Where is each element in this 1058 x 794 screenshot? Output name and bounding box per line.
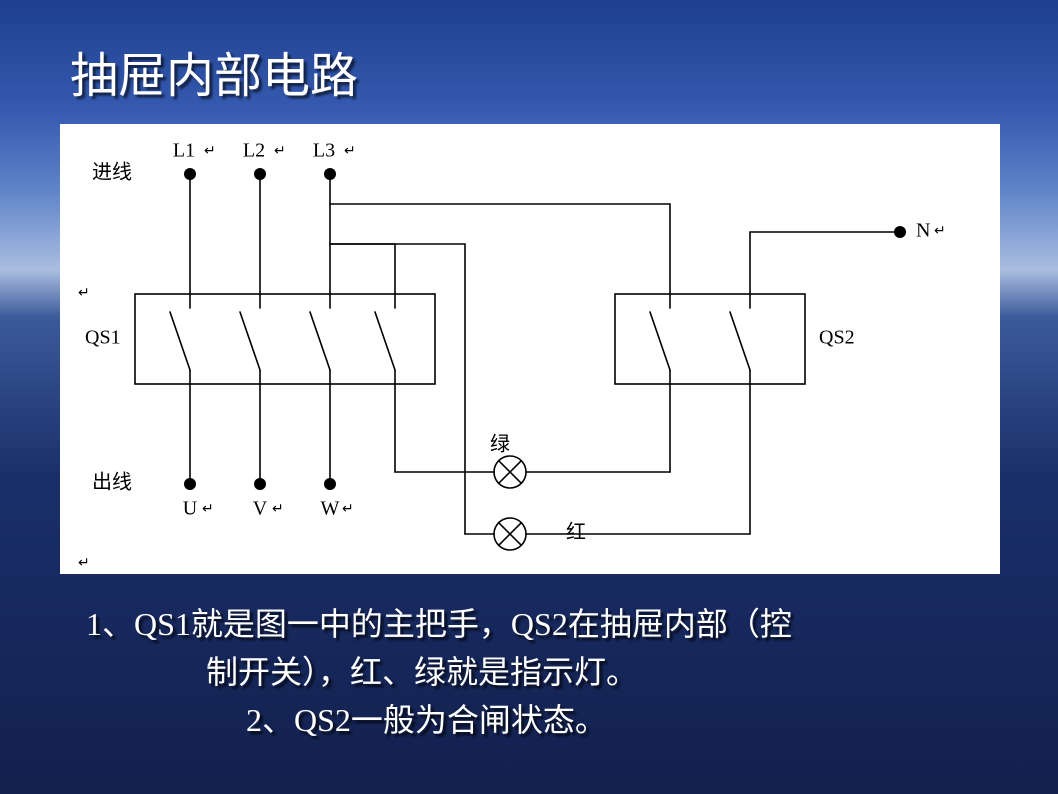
svg-text:↵: ↵: [274, 144, 286, 159]
svg-text:L2: L2: [243, 140, 265, 162]
circuit-diagram: 进线出线 L1 L2 L3 U V W QS1 QS2 N 绿红 ↵ ↵ ↵ ↵ ↵ ↵ ↵ ↵ ↵: [60, 124, 1000, 574]
svg-text:QS1: QS1: [85, 327, 121, 349]
svg-text:↵: ↵: [78, 286, 90, 301]
svg-text:红: 红: [566, 521, 586, 544]
svg-text:L1: L1: [173, 140, 195, 162]
note-line-2: 制开关），红、绿就是指示灯。: [86, 648, 986, 696]
note-line-1: 1、QS1就是图一中的主把手，QS2在抽屉内部（控: [86, 600, 986, 648]
svg-text:W: W: [321, 498, 340, 520]
svg-text:↵: ↵: [78, 556, 90, 571]
note-line-3: 2、QS2一般为合闸状态。: [86, 696, 986, 744]
svg-text:N: N: [916, 220, 930, 242]
svg-text:↵: ↵: [344, 144, 356, 159]
svg-text:QS2: QS2: [819, 327, 855, 349]
svg-text:U: U: [183, 498, 198, 520]
svg-text:↵: ↵: [204, 144, 216, 159]
svg-text:↵: ↵: [272, 502, 284, 517]
svg-text:↵: ↵: [202, 502, 214, 517]
slide-title: 抽屉内部电路: [70, 36, 358, 106]
svg-text:↵: ↵: [342, 502, 354, 517]
svg-text:↵: ↵: [934, 224, 946, 239]
svg-text:L3: L3: [313, 140, 335, 162]
slide-notes: 1、QS1就是图一中的主把手，QS2在抽屉内部（控 制开关），红、绿就是指示灯。…: [86, 600, 986, 744]
svg-text:进线: 进线: [92, 161, 132, 184]
svg-text:绿: 绿: [490, 433, 510, 456]
svg-text:出线: 出线: [92, 471, 132, 494]
svg-text:V: V: [253, 498, 268, 520]
